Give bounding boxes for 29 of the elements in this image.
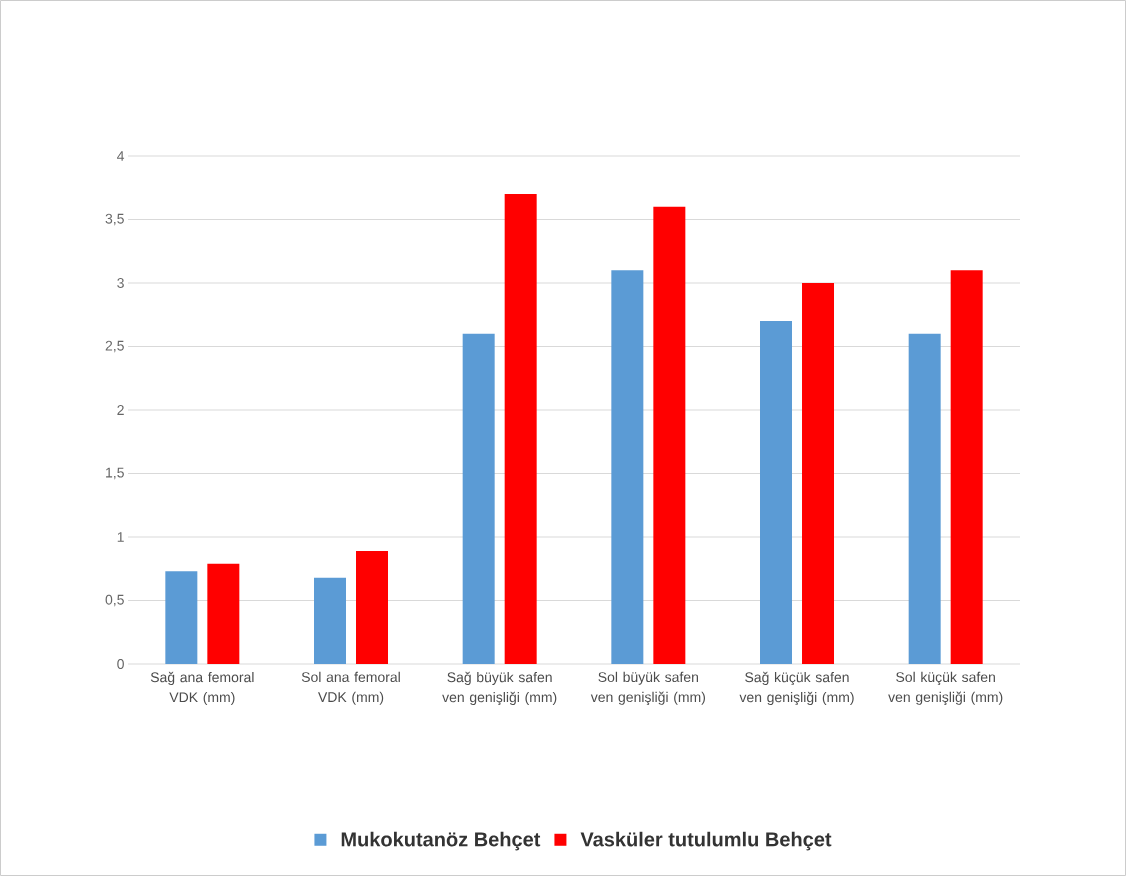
- y-tick-label: 4: [117, 151, 125, 161]
- bar: [462, 333, 495, 664]
- legend-label: Mukokutanöz Behçet: [341, 831, 541, 851]
- x-tick-label: Sol küçük safen ven genişliği (mm): [888, 671, 1003, 705]
- bar: [611, 270, 644, 664]
- bar: [653, 206, 686, 664]
- y-tick-label: 1: [117, 532, 124, 542]
- y-tick-label: 0: [117, 659, 124, 669]
- bar: [207, 563, 240, 664]
- legend-label: Vasküler tutulumlu Behçet: [580, 831, 832, 851]
- bar: [908, 333, 941, 664]
- y-tick-label: 2: [117, 405, 124, 415]
- bar: [356, 550, 388, 664]
- x-tick-label: Sağ ana femoral VDK (mm): [150, 671, 254, 705]
- y-tick-label: 3: [117, 278, 124, 288]
- x-tick-label: Sağ küçük safen ven genişliği (mm): [739, 671, 854, 706]
- bar: [165, 571, 198, 664]
- x-tick-label: Sol büyük safen ven genişliği (mm): [590, 671, 706, 705]
- bar: [504, 194, 537, 664]
- x-tick-label: Sol ana femoral VDK (mm): [301, 671, 400, 705]
- bar: [802, 283, 835, 664]
- y-tick-label: 1,5: [106, 467, 124, 480]
- y-tick-label: 0,5: [105, 594, 124, 607]
- x-tick-label: Sağ büyük safen ven genişliği (mm): [442, 671, 557, 706]
- y-tick-label: 3,5: [105, 213, 124, 226]
- bar: [950, 270, 983, 664]
- bar: [314, 577, 346, 664]
- y-tick-label: 2,5: [105, 340, 124, 353]
- bar: [760, 321, 792, 664]
